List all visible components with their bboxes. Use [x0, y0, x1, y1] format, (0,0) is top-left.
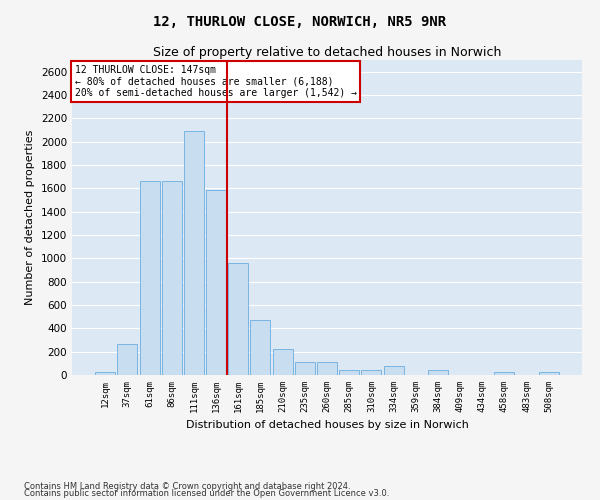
Text: Contains HM Land Registry data © Crown copyright and database right 2024.: Contains HM Land Registry data © Crown c… [24, 482, 350, 491]
Bar [162, 182, 182, 375]
Bar [140, 182, 160, 375]
Bar [494, 372, 514, 375]
Bar [428, 370, 448, 375]
Bar [539, 372, 559, 375]
Y-axis label: Number of detached properties: Number of detached properties [25, 130, 35, 305]
Bar [118, 344, 137, 375]
Title: Size of property relative to detached houses in Norwich: Size of property relative to detached ho… [153, 46, 501, 59]
Bar [95, 372, 115, 375]
Bar [206, 190, 226, 375]
Bar [317, 362, 337, 375]
Bar [272, 349, 293, 375]
Text: Contains public sector information licensed under the Open Government Licence v3: Contains public sector information licen… [24, 489, 389, 498]
X-axis label: Distribution of detached houses by size in Norwich: Distribution of detached houses by size … [185, 420, 469, 430]
Bar [361, 370, 382, 375]
Bar [250, 320, 271, 375]
Bar [383, 366, 404, 375]
Bar [228, 263, 248, 375]
Text: 12, THURLOW CLOSE, NORWICH, NR5 9NR: 12, THURLOW CLOSE, NORWICH, NR5 9NR [154, 15, 446, 29]
Bar [339, 370, 359, 375]
Text: 12 THURLOW CLOSE: 147sqm
← 80% of detached houses are smaller (6,188)
20% of sem: 12 THURLOW CLOSE: 147sqm ← 80% of detach… [74, 64, 356, 98]
Bar [295, 362, 315, 375]
Bar [184, 131, 204, 375]
